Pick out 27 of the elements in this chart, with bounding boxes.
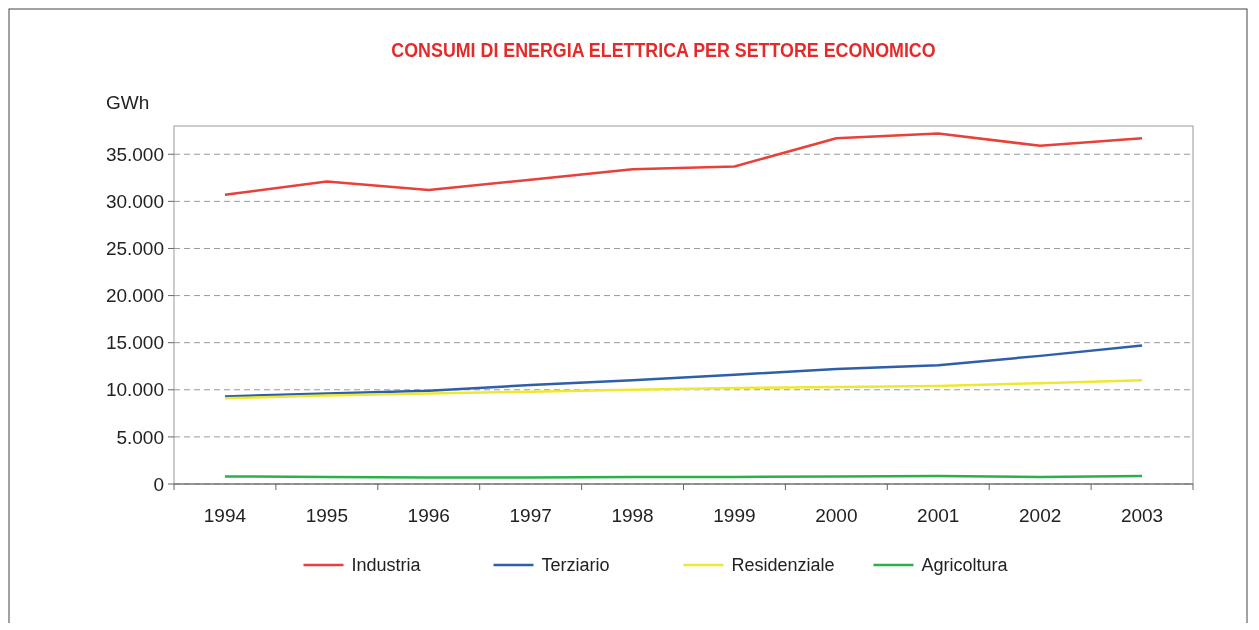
y-tick-label: 25.000 [105, 238, 164, 260]
legend-label: Agricoltura [921, 555, 1009, 576]
line-series [223, 379, 1144, 400]
y-tick-label: 35.000 [105, 143, 164, 165]
y-tick-label: 10.000 [105, 379, 164, 401]
y-tick-label: 0 [153, 473, 164, 495]
x-tick-label: 2002 [1019, 505, 1062, 526]
x-tick-label: 2003 [1120, 505, 1164, 526]
line-series [223, 132, 1144, 197]
x-tick-label: 1994 [203, 505, 247, 526]
x-tick-label: 2001 [917, 505, 960, 526]
x-tick-label: 1996 [407, 505, 450, 526]
y-tick-label: 20.000 [105, 285, 164, 307]
x-tick-label: 1995 [305, 505, 348, 526]
y-tick-label: 30.000 [105, 191, 164, 213]
y-tick-label: 5.000 [116, 426, 164, 448]
x-tick-label: 1999 [713, 505, 756, 526]
y-tick-label: 15.000 [105, 332, 164, 354]
x-tick-label: 1997 [509, 505, 552, 526]
line-series [223, 344, 1144, 398]
x-tick-label: 2000 [815, 505, 858, 526]
legend-label: Industria [351, 555, 422, 576]
legend-label: Residenziale [731, 555, 835, 576]
y-axis-title: GWh [106, 92, 150, 113]
x-tick-label: 1998 [611, 505, 654, 526]
legend-label: Terziario [541, 555, 610, 576]
chart-title: CONSUMI DI ENERGIA ELETTRICA PER SETTORE ECONOMICO [391, 37, 936, 62]
